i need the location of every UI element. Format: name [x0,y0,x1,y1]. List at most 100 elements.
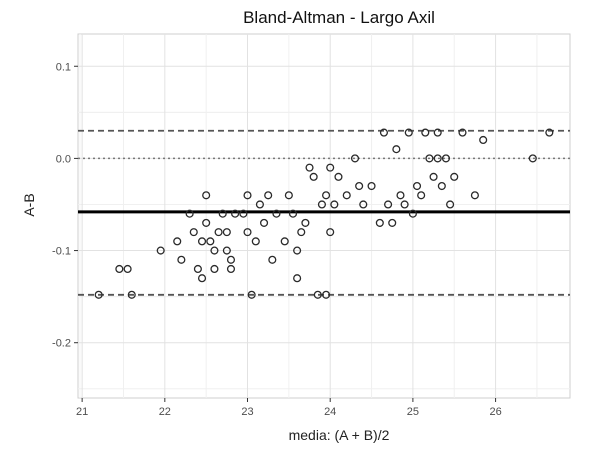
data-point [441,154,451,163]
data-point [247,290,256,299]
data-point [379,128,388,137]
data-point [202,218,211,227]
data-point [326,163,335,172]
data-point [206,237,215,246]
data-point [222,246,231,255]
x-tick-label: 25 [407,406,419,418]
data-point [293,246,302,255]
data-point [255,200,264,209]
data-point [425,154,434,163]
data-point [421,128,430,137]
data-point [458,128,467,137]
data-point [359,200,368,209]
data-point [322,290,331,299]
data-point [375,218,384,227]
data-point [127,290,136,299]
data-point [342,191,351,200]
data-point [123,264,132,274]
data-point [429,172,438,181]
y-tick-label: 0.1 [56,61,71,73]
y-tick-label: -0.2 [52,338,71,350]
x-tick-label: 21 [76,406,88,418]
chart-title: Bland-Altman - Largo Axil [243,8,435,27]
data-point [322,191,331,200]
data-point [528,154,537,163]
data-point [288,209,298,218]
data-point [115,264,124,274]
data-point [317,200,326,209]
data-point [412,182,422,191]
data-point [280,237,289,246]
data-point [185,209,194,218]
x-tick-label: 26 [489,406,501,418]
data-point [330,200,339,209]
data-point [400,200,409,209]
data-point [388,218,397,227]
data-point [334,172,343,181]
data-point [293,274,302,283]
data-point [189,228,198,237]
data-point [243,228,252,237]
data-point [305,163,314,172]
data-point [226,264,236,274]
data-point [243,191,252,200]
y-tick-label: -0.1 [52,246,71,258]
data-point [313,290,322,299]
data-point [272,209,281,218]
data-point [433,128,442,137]
data-point [384,200,393,209]
data-point [214,228,223,237]
data-point [222,228,231,237]
data-point [355,182,364,191]
x-tick-label: 23 [241,406,253,418]
data-point [193,264,202,274]
data-point [545,128,554,137]
data-point [156,246,165,255]
data-point [210,246,219,255]
data-point [446,200,455,209]
data-point [309,172,318,181]
y-axis-ticks: -0.2 -0.1 0.0 0.1 [52,61,78,350]
data-point [396,191,405,200]
y-tick-label: 0.0 [56,153,71,165]
data-point [197,274,207,283]
data-point [173,237,182,246]
data-point [297,228,306,237]
reference-lines [78,129,570,296]
data-point [210,264,219,274]
x-tick-label: 22 [159,406,171,418]
data-points [94,128,554,299]
data-point [417,191,426,200]
data-point [450,172,459,181]
data-point [433,154,442,163]
data-point [268,255,277,264]
data-point [326,228,335,237]
data-point [437,182,446,191]
data-point [284,191,293,200]
data-point [367,182,376,191]
data-point [301,218,310,227]
data-point [218,209,227,218]
y-axis-label: A-B [21,193,37,216]
data-point [264,191,273,200]
x-axis-ticks: 21 22 23 24 25 26 [76,398,502,418]
data-point [470,191,479,200]
data-point [479,135,488,145]
data-point [202,191,211,200]
data-point [239,209,248,218]
data-point [408,209,417,218]
data-point [231,209,240,218]
data-point [350,154,360,163]
data-point [251,237,260,246]
data-point [404,128,413,137]
data-point [260,218,269,227]
x-tick-label: 24 [324,406,336,418]
x-axis-label: media: (A + B)/2 [289,427,390,443]
data-point [197,237,207,246]
data-point [226,255,236,264]
plot-panel [77,33,571,399]
data-point [177,255,186,264]
data-point [94,290,103,299]
data-point [392,145,401,154]
